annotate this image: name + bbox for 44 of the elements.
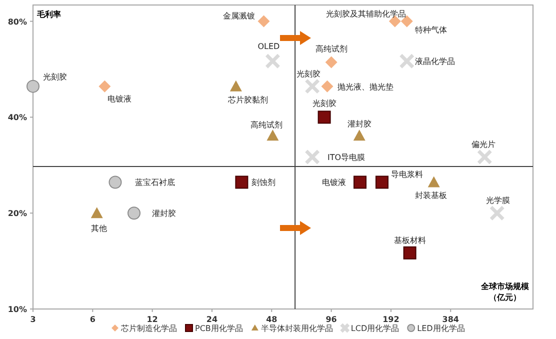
annotation: 灌封胶	[347, 120, 372, 129]
x-axis-title: 全球市场规模（亿元）	[480, 281, 530, 302]
annotation: 电镀液	[322, 178, 346, 188]
y-tick-label: 10%	[8, 305, 27, 314]
annotation: 灌封胶	[152, 209, 176, 218]
annotation: 金属溅镀	[222, 11, 255, 20]
annotation: 高纯试剂	[250, 120, 283, 130]
annotation: 刻蚀剂	[252, 178, 276, 188]
legend-label: PCB用化学品	[195, 324, 243, 333]
x-tick-label: 48	[266, 315, 278, 324]
annotation: 封装基板	[414, 191, 447, 200]
y-tick-label: 20%	[8, 209, 27, 218]
annotation: 其他	[90, 224, 107, 234]
y-tick-label: 80%	[8, 17, 27, 26]
x-tick-label: 3	[30, 315, 36, 324]
x-tick-label: 96	[326, 315, 338, 324]
annotation: 抛光液、抛光垫	[337, 82, 394, 92]
annotation: 芯片胶黏剂	[226, 95, 268, 104]
y-axis-title: 毛利率	[36, 9, 61, 19]
annotation: 光刻胶	[43, 72, 67, 82]
annotation: 光刻胶及其辅助化学品	[326, 9, 406, 18]
annotation: OLED	[258, 42, 280, 52]
annotation: 液晶化学品	[414, 57, 455, 66]
legend-label: 芯片制造化学品	[120, 324, 177, 333]
legend-label: LCD用化学品	[350, 324, 400, 333]
annotation: 电镀液	[108, 94, 132, 104]
y-tick-label: 40%	[8, 113, 27, 122]
x-tick-label: 24	[206, 315, 218, 324]
annotation: ITO导电膜	[328, 153, 366, 162]
x-tick-label: 192	[382, 315, 400, 324]
x-tick-label: 12	[146, 315, 158, 324]
annotation: 高纯试剂	[315, 44, 348, 54]
annotation: 光刻胶	[312, 99, 336, 108]
annotation: 光刻胶	[296, 69, 320, 78]
annotation: 基板材料	[394, 236, 426, 245]
annotation: 导电浆料	[390, 170, 423, 180]
legend-label: 半导体封装用化学品	[260, 324, 333, 333]
annotation: 蓝宝石衬底	[135, 178, 176, 188]
annotation: 光学膜	[486, 196, 510, 206]
annotation: 特种气体	[414, 25, 447, 34]
legend-label: LED用化学品	[417, 324, 465, 333]
x-tick-label: 384	[442, 315, 460, 324]
x-tick-label: 6	[90, 315, 96, 324]
annotation: 偏光片	[472, 140, 496, 149]
